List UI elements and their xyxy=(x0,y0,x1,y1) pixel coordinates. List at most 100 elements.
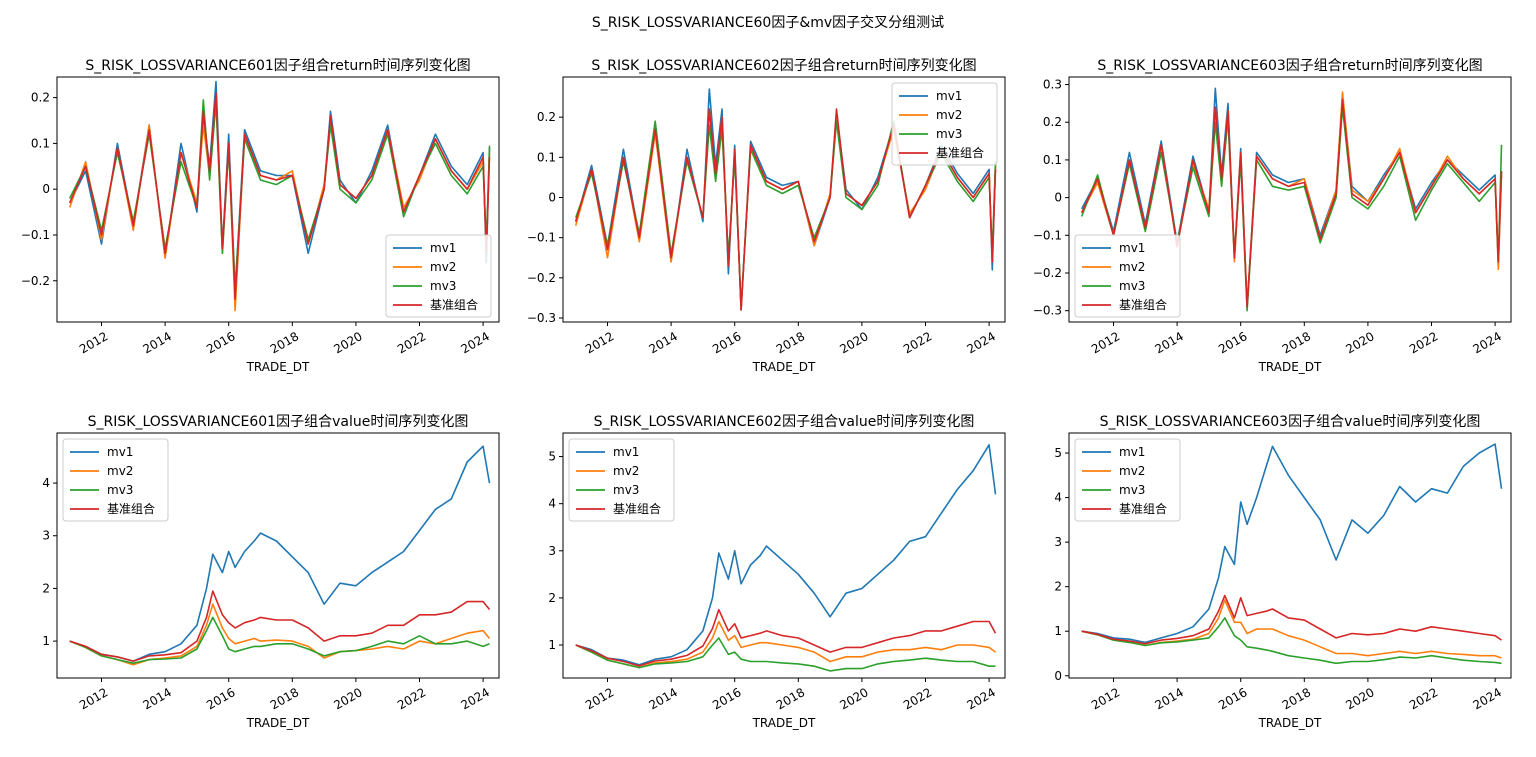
legend: mv1 mv2 mv3 基准组合 xyxy=(1074,234,1181,318)
legend: mv1 mv2 mv3 基准组合 xyxy=(62,438,169,522)
x-tick-label: 2014 xyxy=(141,685,174,712)
subplot-2: S_RISK_LOSSVARIANCE602因子组合return时间序列变化图 −… xyxy=(527,58,1006,374)
x-tick-label: 2016 xyxy=(710,329,743,356)
legend-box xyxy=(385,234,492,318)
x-tick-label: 2018 xyxy=(1280,329,1313,356)
x-tick-label: 2022 xyxy=(395,685,428,712)
y-tick-label: −0.1 xyxy=(527,231,556,245)
subplot-6: S_RISK_LOSSVARIANCE603因子组合value时间序列变化图 0 1… xyxy=(1054,414,1512,730)
legend: mv1 mv2 mv3 基准组合 xyxy=(568,438,675,522)
x-tick-label: 2020 xyxy=(1343,329,1376,356)
axes-frame xyxy=(562,76,1006,323)
x-tick-label: 2012 xyxy=(583,685,616,712)
y-tick-label: 0 xyxy=(1054,191,1062,205)
legend-box xyxy=(1074,438,1181,522)
legend-label: mv2 xyxy=(1119,464,1145,478)
legend-label: mv3 xyxy=(1119,483,1145,497)
x-tick-label: 2016 xyxy=(1216,685,1249,712)
x-tick-label: 2022 xyxy=(901,685,934,712)
y-tick-label: 0 xyxy=(1054,669,1062,683)
legend-box xyxy=(568,438,675,522)
x-tick-label: 2022 xyxy=(395,329,428,356)
legend-label: mv2 xyxy=(107,464,133,478)
x-tick-label: 2018 xyxy=(268,329,301,356)
y-tick-label: 2 xyxy=(548,591,556,605)
subplot-5: S_RISK_LOSSVARIANCE602因子组合value时间序列变化图 1 2… xyxy=(548,414,1006,730)
axes-frame xyxy=(1068,432,1512,679)
y-tick-label: 0 xyxy=(42,182,50,196)
y-tick-label: 4 xyxy=(1054,491,1062,505)
series-line-1 xyxy=(69,445,491,662)
legend-label: mv1 xyxy=(1119,445,1145,459)
x-tick-label: 2018 xyxy=(1280,685,1313,712)
x-tick-label: 2016 xyxy=(204,329,237,356)
subplot-title: S_RISK_LOSSVARIANCE602因子组合value时间序列变化图 xyxy=(594,414,975,430)
x-tick-label: 2014 xyxy=(647,685,680,712)
y-tick-label: 4 xyxy=(42,476,50,490)
axes-frame xyxy=(1068,76,1512,323)
legend-label: mv2 xyxy=(430,260,456,274)
y-tick-label: 3 xyxy=(548,544,556,558)
y-tick-label: 1 xyxy=(1054,624,1062,638)
y-tick-label: 1 xyxy=(42,634,50,648)
legend-box xyxy=(891,82,998,166)
legend-label: 基准组合 xyxy=(1119,501,1167,516)
x-axis-label: TRADE_DT xyxy=(752,716,816,730)
legend: mv1 mv2 mv3 基准组合 xyxy=(1074,438,1181,522)
y-tick-label: 1 xyxy=(548,638,556,652)
x-tick-label: 2012 xyxy=(1089,685,1122,712)
y-tick-label: 3 xyxy=(42,529,50,543)
x-tick-label: 2012 xyxy=(77,329,110,356)
series-line-3 xyxy=(575,637,996,672)
legend-label: 基准组合 xyxy=(1119,297,1167,312)
y-tick-label: 0 xyxy=(548,190,556,204)
series-line-4 xyxy=(69,590,491,662)
subplot-title: S_RISK_LOSSVARIANCE601因子组合value时间序列变化图 xyxy=(88,414,469,430)
x-axis-label: TRADE_DT xyxy=(1258,716,1322,730)
legend-label: 基准组合 xyxy=(107,501,155,516)
series-line-2 xyxy=(1081,599,1502,659)
x-axis-label: TRADE_DT xyxy=(246,360,310,374)
legend: mv1 mv2 mv3 基准组合 xyxy=(385,234,492,318)
legend-label: mv3 xyxy=(613,483,639,497)
legend: mv1 mv2 mv3 基准组合 xyxy=(891,82,998,166)
y-tick-label: 2 xyxy=(42,581,50,595)
series-line-2 xyxy=(575,620,996,669)
axes-frame xyxy=(562,432,1006,679)
x-tick-label: 2020 xyxy=(837,329,870,356)
x-tick-label: 2012 xyxy=(77,685,110,712)
subplot-3: S_RISK_LOSSVARIANCE603因子组合return时间序列变化图 −… xyxy=(1033,58,1512,374)
legend-label: mv1 xyxy=(430,241,456,255)
x-tick-label: 2014 xyxy=(647,329,680,356)
x-tick-label: 2012 xyxy=(583,329,616,356)
legend-box xyxy=(62,438,169,522)
axes-frame xyxy=(56,76,500,323)
subplot-title: S_RISK_LOSSVARIANCE603因子组合return时间序列变化图 xyxy=(1097,58,1482,74)
legend-label: mv1 xyxy=(613,445,639,459)
subplot-4: S_RISK_LOSSVARIANCE601因子组合value时间序列变化图 1 2… xyxy=(42,414,500,730)
series-line-4 xyxy=(1080,98,1503,308)
y-tick-label: 0.3 xyxy=(1043,78,1062,92)
y-tick-label: −0.3 xyxy=(1033,304,1062,318)
x-tick-label: 2016 xyxy=(1216,329,1249,356)
x-tick-label: 2014 xyxy=(141,329,174,356)
x-tick-label: 2014 xyxy=(1153,685,1186,712)
series-line-4 xyxy=(68,92,491,300)
y-tick-label: 0.2 xyxy=(1043,115,1062,129)
x-axis-label: TRADE_DT xyxy=(246,716,310,730)
series-line-3 xyxy=(69,616,490,665)
x-tick-label: 2020 xyxy=(331,329,364,356)
x-tick-label: 2020 xyxy=(837,685,870,712)
x-axis-label: TRADE_DT xyxy=(752,360,816,374)
x-tick-label: 2024 xyxy=(459,329,492,356)
y-tick-label: −0.2 xyxy=(527,271,556,285)
legend-label: mv1 xyxy=(107,445,133,459)
legend-label: mv1 xyxy=(936,89,962,103)
axes-frame xyxy=(56,432,500,679)
subplot-title: S_RISK_LOSSVARIANCE602因子组合return时间序列变化图 xyxy=(591,58,976,74)
y-tick-label: 5 xyxy=(1054,446,1062,460)
x-tick-label: 2024 xyxy=(459,685,492,712)
series-line-4 xyxy=(575,608,997,667)
